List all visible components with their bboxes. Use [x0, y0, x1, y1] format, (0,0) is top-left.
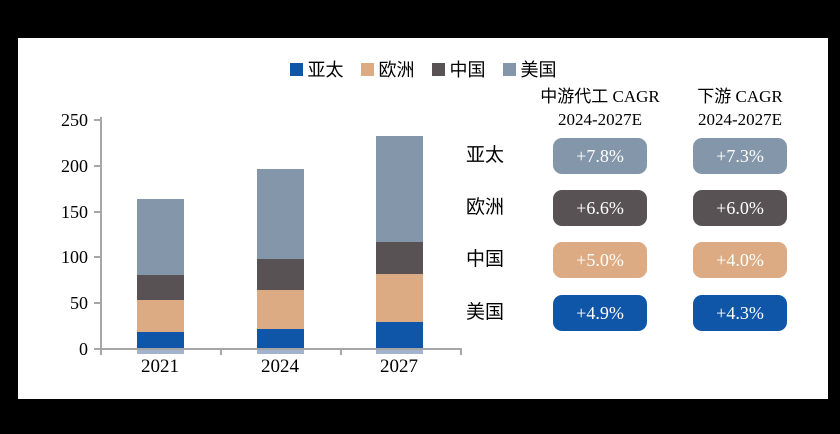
cagr-column-header-midstream: 中游代工 CAGR 2024-2027E — [525, 85, 675, 131]
bar-segment-2027-亚太 — [375, 322, 423, 348]
x-axis-category-label: 2021 — [141, 356, 179, 377]
cagr-badge: +6.6% — [553, 190, 647, 226]
y-axis-tick-label: 150 — [61, 201, 88, 222]
legend-swatch-icon — [502, 62, 516, 76]
cagr-column-subtitle: 2024-2027E — [557, 110, 643, 129]
cagr-badge: +7.3% — [693, 138, 787, 174]
bar-segment-2021-亚太 — [136, 331, 184, 348]
legend-item-label: 欧洲 — [378, 60, 415, 80]
cagr-badge: +7.8% — [553, 138, 647, 174]
y-axis-line — [100, 117, 102, 350]
chart-legend: 亚太 欧洲 中国 美国 — [18, 56, 828, 82]
bar-segment-2021-美国 — [136, 198, 184, 275]
legend-swatch-icon — [360, 62, 374, 76]
bar-segment-2024-美国 — [256, 169, 304, 260]
cagr-badge: +5.0% — [553, 242, 647, 278]
y-axis-tick — [94, 302, 101, 305]
legend-item-label: 中国 — [449, 60, 486, 80]
y-axis-tick — [94, 119, 101, 121]
chart-panel: 亚太 欧洲 中国 美国 0 50 100 150 200 250 2021 2024 2027 中游代… — [18, 38, 828, 399]
bar-baseline-strip — [375, 349, 423, 354]
cagr-column-title: 下游 CAGR — [697, 87, 783, 106]
x-axis-tick — [220, 348, 222, 355]
bar-segment-2027-欧洲 — [375, 273, 423, 323]
y-axis-tick-label: 0 — [79, 339, 88, 359]
bar-segment-2024-中国 — [256, 259, 304, 291]
cagr-column-header-downstream: 下游 CAGR 2024-2027E — [665, 85, 815, 131]
cagr-badge: +4.9% — [553, 295, 647, 331]
y-axis-tick-label: 200 — [61, 155, 88, 176]
bar-segment-2027-美国 — [375, 136, 423, 242]
x-axis-line — [100, 348, 462, 350]
bar-segment-2024-亚太 — [256, 328, 304, 348]
bar-segment-2027-中国 — [375, 241, 423, 274]
legend-item: 亚太 — [289, 56, 344, 82]
legend-swatch-icon — [289, 62, 303, 76]
bar-segment-2021-欧洲 — [136, 300, 184, 332]
y-axis-tick — [94, 348, 101, 350]
cagr-badge: +4.0% — [693, 242, 787, 278]
bar-segment-2021-中国 — [136, 274, 184, 301]
legend-item-label: 亚太 — [307, 60, 344, 80]
cagr-comparison-table: 中游代工 CAGR 2024-2027E 下游 CAGR 2024-2027E … — [18, 38, 828, 399]
cagr-row-label: 欧洲 — [466, 197, 505, 218]
stacked-bar-chart: 0 50 100 150 200 250 2021 2024 2027 — [18, 38, 478, 399]
cagr-badge: +4.3% — [693, 295, 787, 331]
y-axis-tick-label: 50 — [70, 293, 88, 314]
cagr-row-label: 美国 — [466, 302, 505, 323]
cagr-column-title: 中游代工 CAGR — [540, 87, 660, 106]
bar-baseline-strip — [136, 349, 184, 354]
legend-item: 中国 — [431, 56, 486, 82]
x-axis-tick — [340, 348, 342, 355]
y-axis-tick — [94, 210, 101, 213]
x-axis-category-label: 2027 — [380, 356, 418, 377]
cagr-badge: +6.0% — [693, 190, 787, 226]
y-axis-tick — [94, 164, 101, 167]
legend-item: 欧洲 — [360, 56, 415, 82]
legend-item-label: 美国 — [520, 60, 557, 80]
y-axis-tick-label: 250 — [61, 110, 88, 130]
legend-swatch-icon — [431, 62, 445, 76]
bar-segment-2024-欧洲 — [256, 290, 304, 329]
cagr-column-subtitle: 2024-2027E — [697, 110, 783, 129]
bar-baseline-strip — [256, 349, 304, 354]
x-axis-tick — [460, 348, 462, 355]
legend-item: 美国 — [502, 56, 557, 82]
x-axis-tick — [100, 348, 102, 355]
y-axis-tick-label: 100 — [61, 247, 88, 268]
x-axis-category-label: 2024 — [261, 356, 299, 377]
y-axis-tick — [94, 256, 101, 259]
cagr-row-label: 中国 — [466, 249, 505, 270]
cagr-row-label: 亚太 — [466, 145, 505, 166]
